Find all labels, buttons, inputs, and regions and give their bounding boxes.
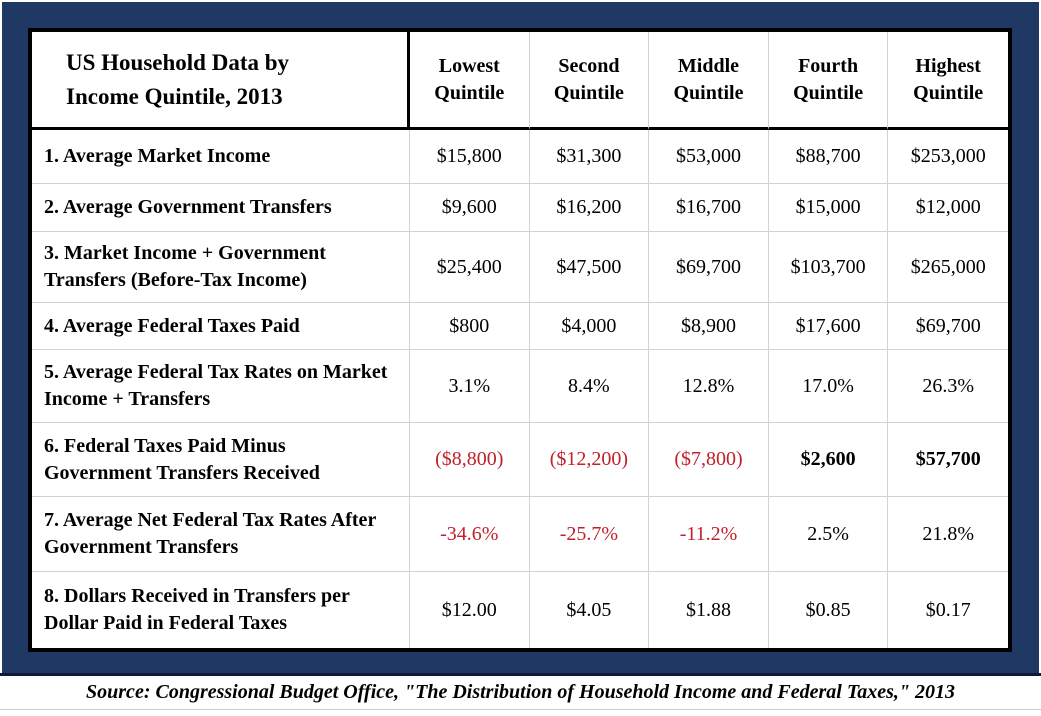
navy-background: US Household Data by Income Quintile, 20…: [2, 2, 1039, 673]
value-cell-r4-c3: $8,900: [649, 303, 769, 350]
value-cell-r8-c3: $1.88: [649, 572, 769, 648]
value-cell-r5-c2: 8.4%: [529, 350, 650, 423]
value-cell-r4-c2: $4,000: [529, 303, 650, 350]
column-header-lowest-quintile: Lowest Quintile: [410, 32, 530, 130]
column-header-second-quintile: Second Quintile: [529, 32, 650, 130]
value-cell-r7-c1: -34.6%: [410, 497, 530, 572]
table-title: US Household Data by Income Quintile, 20…: [32, 32, 410, 130]
value-cell-r3-c1: $25,400: [410, 232, 530, 303]
value-cell-r6-c4: $2,600: [768, 423, 889, 497]
source-strip: Source: Congressional Budget Office, "Th…: [0, 673, 1041, 716]
value-cell-r1-c1: $15,800: [410, 130, 530, 184]
value-cell-r2-c1: $9,600: [410, 184, 530, 232]
value-cell-r5-c3: 12.8%: [649, 350, 769, 423]
value-cell-r5-c1: 3.1%: [410, 350, 530, 423]
column-header-fourth-quintile: Fourth Quintile: [768, 32, 889, 130]
value-cell-r5-c4: 17.0%: [768, 350, 889, 423]
value-cell-r6-c2: ($12,200): [529, 423, 650, 497]
quintile-table: US Household Data by Income Quintile, 20…: [28, 28, 1012, 652]
value-cell-r2-c2: $16,200: [529, 184, 650, 232]
value-cell-r1-c4: $88,700: [768, 130, 889, 184]
value-cell-r1-c3: $53,000: [649, 130, 769, 184]
value-cell-r2-c4: $15,000: [768, 184, 889, 232]
value-cell-r3-c2: $47,500: [529, 232, 650, 303]
row-label-8: 8. Dollars Received in Transfers per Dol…: [32, 572, 410, 648]
value-cell-r6-c1: ($8,800): [410, 423, 530, 497]
value-cell-r4-c5: $69,700: [888, 303, 1008, 350]
value-cell-r6-c5: $57,700: [888, 423, 1008, 497]
source-text: Source: Congressional Budget Office, "Th…: [86, 680, 955, 703]
value-cell-r6-c3: ($7,800): [649, 423, 769, 497]
value-cell-r3-c5: $265,000: [888, 232, 1008, 303]
row-label-1: 1. Average Market Income: [32, 130, 410, 184]
value-cell-r2-c5: $12,000: [888, 184, 1008, 232]
value-cell-r8-c5: $0.17: [888, 572, 1008, 648]
row-label-5: 5. Average Federal Tax Rates on Market I…: [32, 350, 410, 423]
value-cell-r7-c4: 2.5%: [768, 497, 889, 572]
column-header-highest-quintile: Highest Quintile: [888, 32, 1008, 130]
value-cell-r3-c3: $69,700: [649, 232, 769, 303]
value-cell-r3-c4: $103,700: [768, 232, 889, 303]
value-cell-r1-c5: $253,000: [888, 130, 1008, 184]
row-label-7: 7. Average Net Federal Tax Rates After G…: [32, 497, 410, 572]
row-label-2: 2. Average Government Transfers: [32, 184, 410, 232]
value-cell-r7-c3: -11.2%: [649, 497, 769, 572]
row-label-6: 6. Federal Taxes Paid Minus Government T…: [32, 423, 410, 497]
value-cell-r5-c5: 26.3%: [888, 350, 1008, 423]
value-cell-r2-c3: $16,700: [649, 184, 769, 232]
column-header-middle-quintile: Middle Quintile: [649, 32, 769, 130]
value-cell-r7-c2: -25.7%: [529, 497, 650, 572]
value-cell-r7-c5: 21.8%: [888, 497, 1008, 572]
value-cell-r8-c4: $0.85: [768, 572, 889, 648]
row-label-4: 4. Average Federal Taxes Paid: [32, 303, 410, 350]
value-cell-r4-c4: $17,600: [768, 303, 889, 350]
value-cell-r8-c1: $12.00: [410, 572, 530, 648]
table-grid: US Household Data by Income Quintile, 20…: [32, 32, 1008, 648]
value-cell-r4-c1: $800: [410, 303, 530, 350]
source-rule: [0, 709, 1041, 710]
value-cell-r8-c2: $4.05: [529, 572, 650, 648]
row-label-3: 3. Market Income + Government Transfers …: [32, 232, 410, 303]
value-cell-r1-c2: $31,300: [529, 130, 650, 184]
